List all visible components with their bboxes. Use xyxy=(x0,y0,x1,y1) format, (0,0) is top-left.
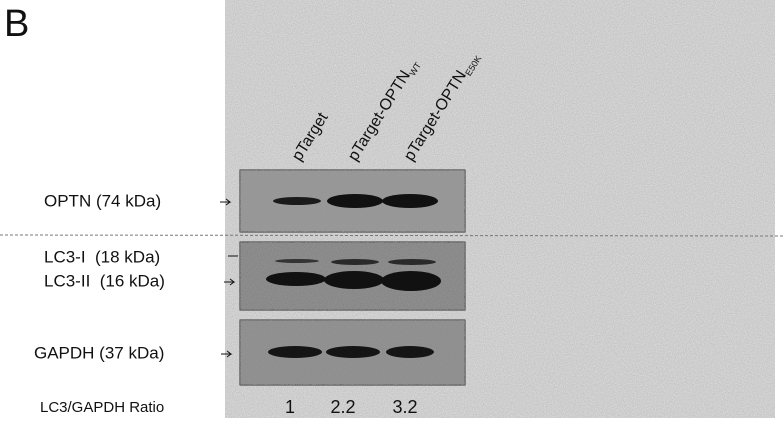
band xyxy=(386,346,434,358)
row-label: GAPDH (37 kDa) xyxy=(34,343,164,362)
row-label: LC3-II (16 kDa) xyxy=(44,271,165,290)
band xyxy=(268,346,322,358)
band xyxy=(266,272,326,286)
panel-label: B xyxy=(4,3,29,45)
row-label: LC3-I (18 kDa) xyxy=(44,247,160,266)
band xyxy=(331,259,379,265)
band xyxy=(275,259,319,263)
band xyxy=(324,271,384,289)
band xyxy=(273,197,321,205)
band xyxy=(382,194,438,208)
band xyxy=(326,346,380,358)
blots xyxy=(240,170,465,385)
ratio-label: LC3/GAPDH Ratio xyxy=(40,399,164,416)
ratio-value: 3.2 xyxy=(392,397,417,417)
band xyxy=(388,259,436,265)
band xyxy=(381,271,441,291)
ratio-value: 2.2 xyxy=(330,397,355,417)
row-label: OPTN (74 kDa) xyxy=(44,191,161,210)
figure: B pTarget pTarget-OPTNWT pTarget-OPTNE50… xyxy=(0,0,783,425)
ratio-value: 1 xyxy=(285,397,295,417)
band xyxy=(327,194,383,208)
